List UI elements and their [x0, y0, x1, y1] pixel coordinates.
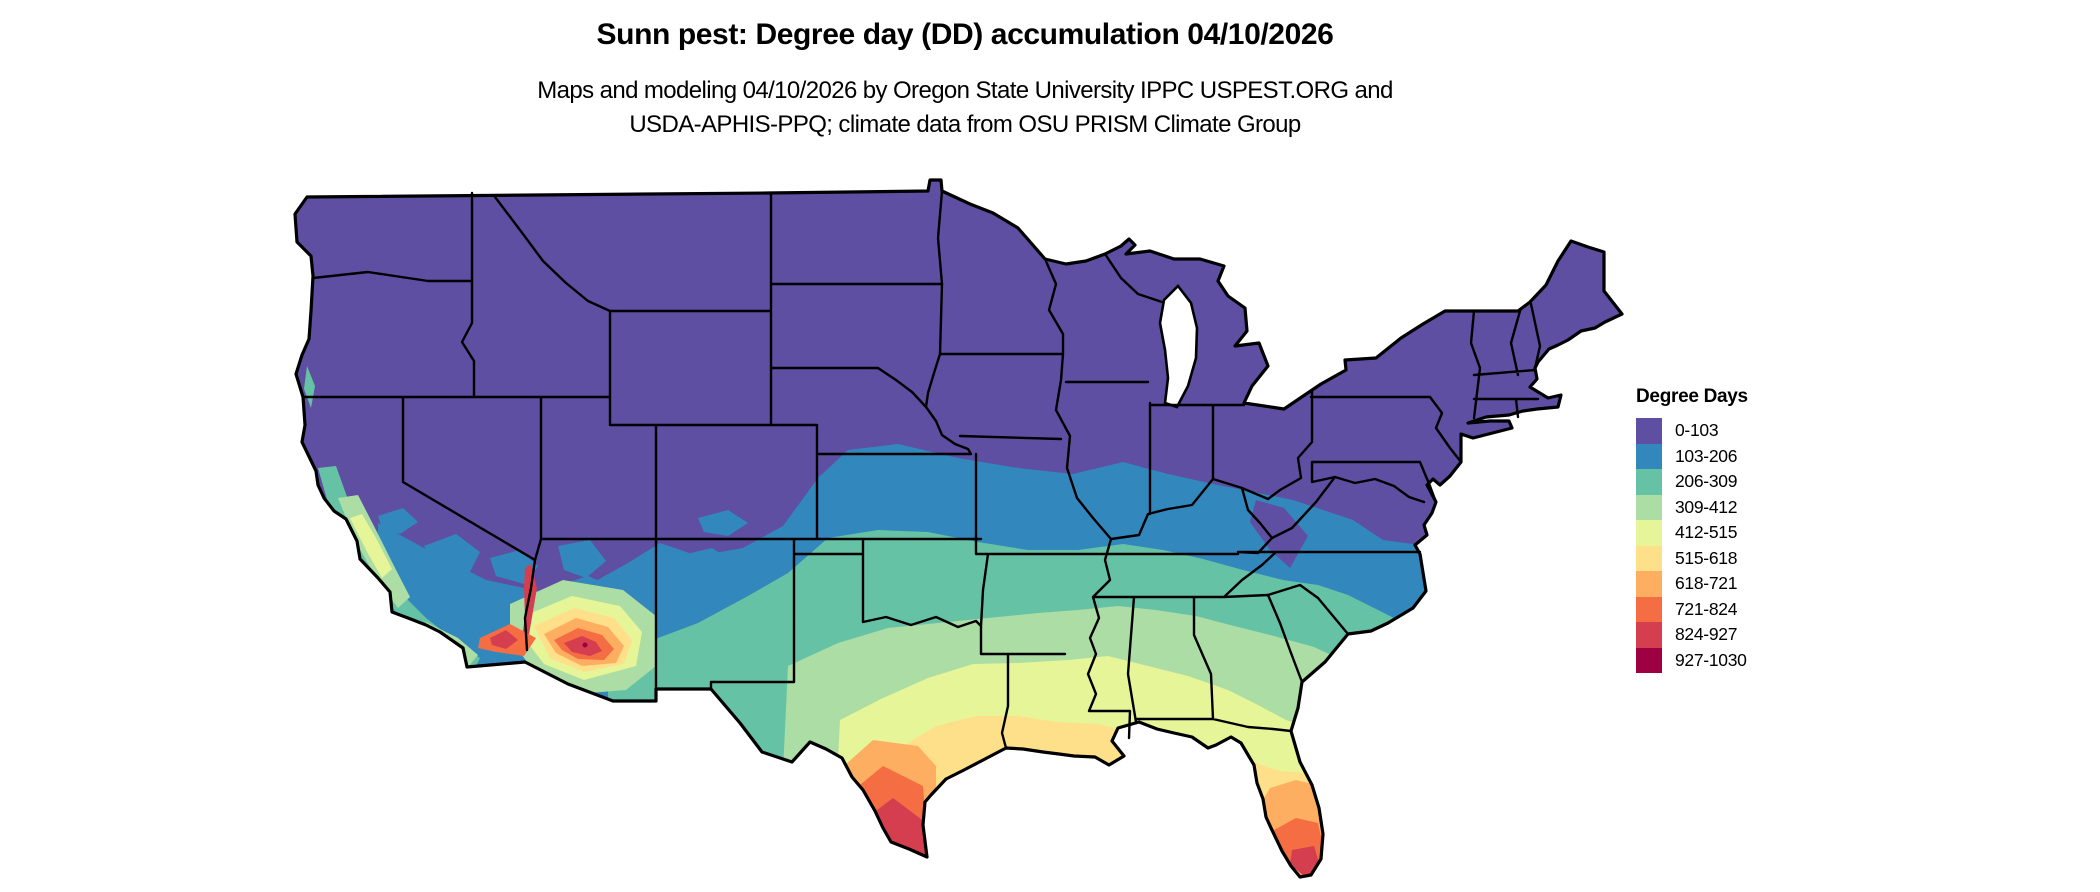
legend-item-label: 824-927 [1675, 624, 1738, 645]
us-outline [293, 178, 1624, 879]
legend-item-label: 515-618 [1675, 547, 1738, 568]
degree-day-bands [295, 180, 1622, 877]
legend-item-label: 206-309 [1675, 471, 1738, 492]
legend-item: 103-206 [1636, 443, 1748, 469]
legend-swatch [1636, 520, 1662, 546]
legend: Degree Days 0-103 103-206 206-309 309-412 41… [1636, 386, 1748, 673]
header: Sunn pest: Degree day (DD) accumulation … [0, 16, 1930, 142]
legend-item-label: 721-824 [1675, 598, 1738, 619]
page-title: Sunn pest: Degree day (DD) accumulation … [596, 18, 1334, 51]
legend-item: 515-618 [1636, 545, 1748, 571]
legend-item: 927-1030 [1636, 647, 1748, 673]
legend-item: 206-309 [1636, 469, 1748, 495]
legend-item-label: 927-1030 [1675, 649, 1747, 670]
legend-swatch [1636, 418, 1662, 444]
us-degree-day-map [228, 118, 1628, 892]
legend-swatch [1636, 545, 1662, 571]
legend-item-label: 412-515 [1675, 522, 1738, 543]
legend-item-label: 618-721 [1675, 573, 1738, 594]
legend-rows: 0-103 103-206 206-309 309-412 412-515 515-618… [1636, 418, 1748, 673]
legend-item: 309-412 [1636, 494, 1748, 520]
legend-item: 618-721 [1636, 571, 1748, 597]
legend-item: 721-824 [1636, 596, 1748, 622]
legend-swatch [1636, 647, 1662, 673]
legend-item-label: 103-206 [1675, 445, 1738, 466]
legend-title: Degree Days [1636, 386, 1748, 407]
state-borders [301, 189, 1542, 750]
subtitle-line-1: Maps and modeling 04/10/2026 by Oregon S… [537, 77, 1393, 104]
legend-item-label: 0-103 [1675, 420, 1719, 441]
legend-swatch [1636, 443, 1662, 469]
legend-item: 0-103 [1636, 418, 1748, 444]
subtitle-line-2: USDA-APHIS-PPQ; climate data from OSU PR… [629, 111, 1301, 138]
legend-item: 412-515 [1636, 520, 1748, 546]
subtitle: Maps and modeling 04/10/2026 by Oregon S… [0, 74, 1930, 142]
legend-swatch [1636, 596, 1662, 622]
legend-swatch [1636, 571, 1662, 597]
legend-item-label: 309-412 [1675, 496, 1738, 517]
legend-swatch [1636, 622, 1662, 648]
legend-item: 824-927 [1636, 622, 1748, 648]
legend-swatch [1636, 469, 1662, 495]
legend-swatch [1636, 494, 1662, 520]
band-927-1030-keys [913, 855, 1316, 877]
us-map-svg [293, 178, 1624, 879]
